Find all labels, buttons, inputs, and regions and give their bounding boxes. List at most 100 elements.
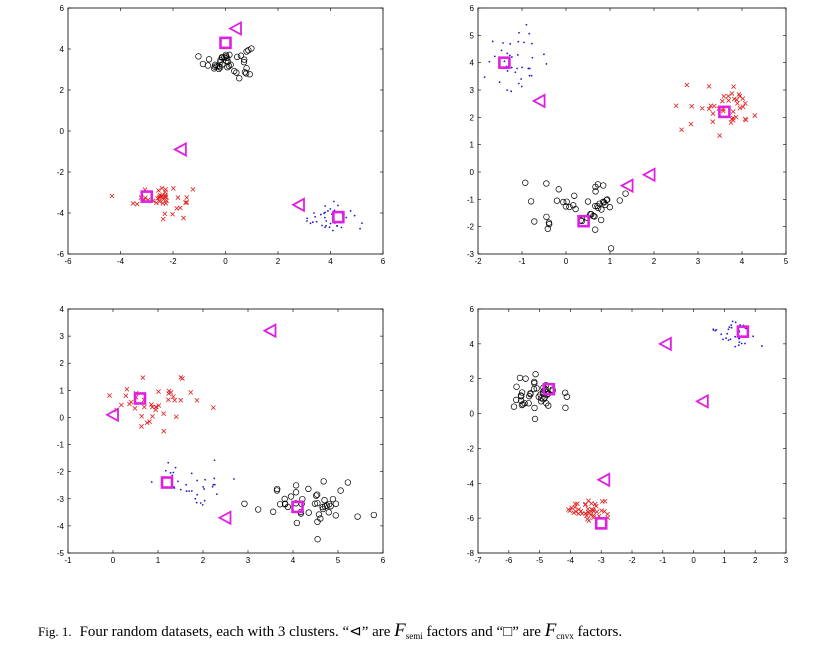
point-circle [242,70,250,77]
x-tick-label: -2 [628,556,636,565]
x-tick-label: 1 [608,257,613,266]
point-dot [353,214,356,217]
y-tick-label: -4 [467,479,475,488]
point-circle [562,203,570,210]
point-circle [233,69,240,76]
caption-square-symbol: □ [503,624,513,640]
point-dot [309,222,312,225]
point-dot [493,55,496,58]
point-circle [305,485,312,493]
point-cross [170,211,175,217]
point-dot [498,81,501,84]
point-circle [221,54,228,61]
point-dot [510,90,513,93]
point-dot [315,220,318,223]
panel-top-left: -6 -4 -2 0 2 4 6 -6 -4 -2 0 2 4 6 [57,4,386,266]
point-circle [521,400,528,407]
f-cnvx-square-marker [718,105,731,119]
point-cross [599,498,605,504]
point-circle [603,196,610,204]
point-dot [720,333,723,336]
y-tick-label: 0 [60,413,65,422]
point-cross [170,394,176,400]
point-circle [571,192,578,199]
point-cross [719,98,725,104]
point-circle [320,478,327,485]
point-circle [255,506,262,513]
y-tick-label: -8 [467,549,475,558]
point-circle [236,75,243,82]
y-tick-label: 0 [60,127,65,136]
y-tick-label: 0 [470,168,475,177]
point-circle [531,218,538,225]
point-dot [213,483,216,486]
point-circle [323,502,331,509]
point-cross [585,506,591,512]
point-circle [292,489,300,496]
point-circle [526,393,533,400]
y-tick-label: 5 [470,31,475,40]
point-dot [323,212,325,215]
point-circle [616,197,623,204]
point-circle [562,404,569,411]
point-cross [599,508,604,514]
point-cross [740,96,746,101]
point-circle [544,225,551,232]
point-circle [537,398,545,405]
y-tick-label: 2 [470,375,475,384]
point-cross [184,200,190,205]
point-cross [153,404,159,410]
point-dot [195,501,198,504]
point-circle [601,199,608,206]
point-dot [725,337,727,340]
point-circle [592,226,599,233]
point-dot [196,493,199,496]
point-dot [176,480,179,483]
point-cross [569,505,575,511]
point-cross [175,195,181,200]
point-circle [314,500,321,507]
point-circle [597,216,605,224]
point-circle [570,202,577,209]
point-circle [276,501,284,508]
point-cross [583,511,589,516]
point-dot [530,42,533,45]
point-dot [503,60,506,63]
point-dot [727,328,730,331]
y-tick-label: 3 [60,332,65,341]
point-circle [517,392,525,399]
point-cross [717,133,723,138]
y-tick-label: -5 [57,549,65,558]
axes-frame [477,308,787,554]
point-cross [733,114,739,120]
point-circle [531,378,538,386]
point-dot [500,49,503,52]
point-dot [734,321,737,324]
point-circle [562,389,569,396]
point-dot [325,220,328,222]
point-cross [699,105,705,111]
point-dot [324,205,327,207]
point-dot [506,89,508,91]
point-circle [314,491,321,498]
x-tick-label: -6 [505,556,513,565]
point-circle [240,59,248,66]
f-semi-triangle-marker [217,510,232,526]
f-cnvx-square-marker [291,500,304,514]
point-dot [543,53,545,56]
caption-text-1: Four random datasets, each with 3 cluste… [79,624,350,640]
point-cross [593,503,599,509]
point-circle [518,389,526,396]
point-cross [140,375,146,381]
y-tick-label: -3 [467,250,475,259]
point-dot [325,224,327,227]
point-circle [321,496,328,504]
x-tick-label: -1 [659,556,667,565]
point-dot [185,483,188,486]
point-dot [520,85,523,88]
point-cross [190,187,196,192]
point-circle [313,492,320,499]
f-semi-triangle-marker [694,393,709,409]
y-tick-label: -2 [57,468,65,477]
